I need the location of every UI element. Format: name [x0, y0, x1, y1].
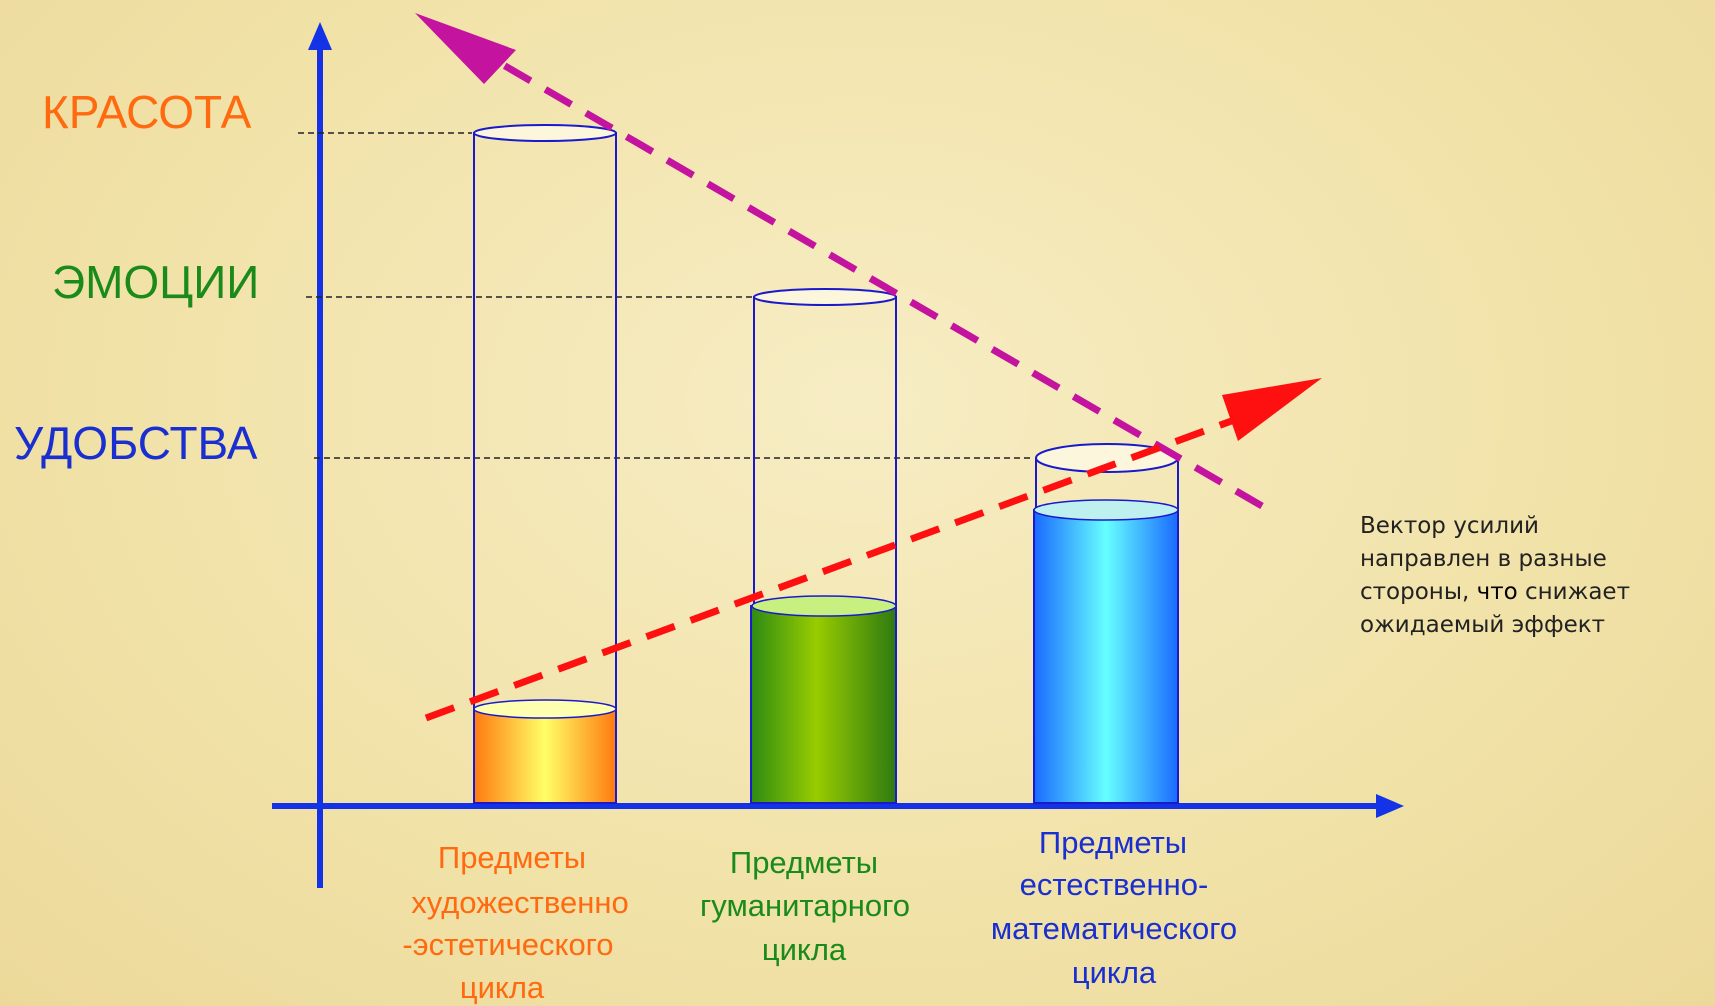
- category-humanities-line-1: Предметы: [730, 845, 878, 880]
- y-axis: [308, 22, 332, 888]
- cylinder-science: [1033, 443, 1179, 804]
- effort-vector-note: Вектор усилий направлен в разные стороны…: [1360, 510, 1710, 642]
- level-label-emotions: ЭМОЦИИ: [52, 256, 259, 308]
- note-line-3-b: что: [1476, 579, 1518, 605]
- note-line-3: стороны, что снижает: [1360, 576, 1710, 609]
- level-label-convenience: УДОБСТВА: [14, 417, 258, 469]
- category-science-line-2: естественно-: [1020, 867, 1209, 902]
- arrow-red: [424, 378, 1322, 722]
- fill-art: [473, 708, 617, 804]
- note-line-3-c: снижает: [1517, 579, 1630, 605]
- category-science-line-3: математического: [991, 911, 1237, 946]
- category-art-label: Предметы художественно -эстетического ци…: [402, 840, 628, 1005]
- category-science-line-1: Предметы: [1039, 825, 1187, 860]
- category-science-label: Предметы естественно- математического ци…: [991, 825, 1237, 990]
- cylinder-humanities: [750, 288, 897, 804]
- cylinder-art: [473, 124, 617, 804]
- note-line-2: направлен в разные: [1360, 546, 1607, 572]
- note-line-1: Вектор усилий: [1360, 513, 1540, 539]
- note-line-4: ожидаемый эффект: [1360, 612, 1606, 638]
- category-art-line-4: цикла: [460, 970, 545, 1005]
- level-label-beauty: КРАСОТА: [42, 86, 252, 138]
- x-axis: [272, 794, 1404, 818]
- fill-humanities: [750, 605, 897, 804]
- category-humanities-line-3: цикла: [762, 932, 847, 967]
- category-science-line-4: цикла: [1072, 955, 1157, 990]
- category-art-line-3: -эстетического: [402, 927, 613, 962]
- category-art-line-1: Предметы: [438, 840, 586, 875]
- category-humanities-line-2: гуманитарного: [700, 888, 910, 923]
- category-art-line-2: художественно: [411, 885, 628, 920]
- category-humanities-label: Предметы гуманитарного цикла: [700, 845, 910, 967]
- note-line-3-a: стороны,: [1360, 579, 1477, 605]
- fill-science: [1033, 509, 1179, 804]
- arrow-magenta: [415, 13, 1264, 510]
